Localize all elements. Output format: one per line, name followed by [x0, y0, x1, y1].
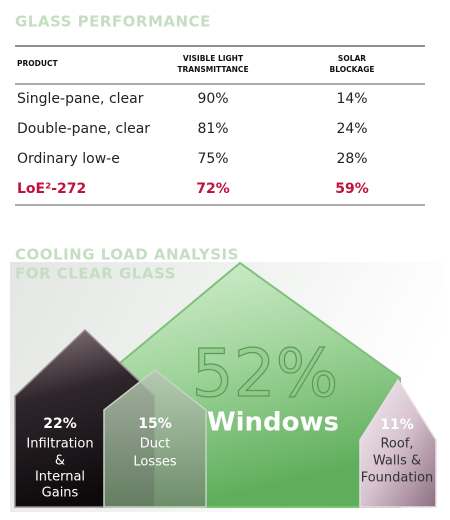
label: Walls &	[373, 454, 421, 469]
label: Infiltration	[26, 437, 93, 452]
section-title: FOR CLEAR GLASS	[15, 265, 176, 283]
cell: Ordinary low-e	[17, 151, 120, 167]
cell: LoE²-272	[17, 181, 86, 197]
cell: 24%	[336, 121, 367, 137]
section-title: GLASS PERFORMANCE	[15, 13, 211, 31]
cell: 59%	[335, 181, 369, 197]
label: Windows	[207, 408, 339, 438]
percent: 11%	[380, 417, 414, 433]
cell: 75%	[197, 151, 228, 167]
cell: 81%	[197, 121, 228, 137]
column-header: SOLAR	[338, 54, 366, 63]
label: Gains	[42, 486, 79, 501]
section-title: COOLING LOAD ANALYSIS	[15, 246, 239, 264]
label: Roof,	[380, 437, 413, 452]
label: Internal	[35, 470, 85, 485]
cell: 14%	[336, 91, 367, 107]
label: &	[55, 454, 65, 469]
column-header: TRANSMITTANCE	[177, 65, 248, 74]
label: Duct	[140, 437, 171, 452]
roof-house	[359, 378, 437, 508]
cell: Single-pane, clear	[17, 91, 144, 107]
label: Foundation	[361, 471, 434, 486]
column-header: PRODUCT	[17, 59, 58, 68]
cell: 28%	[336, 151, 367, 167]
column-header: VISIBLE LIGHT	[183, 54, 244, 63]
duct-house	[103, 369, 207, 508]
percent: 22%	[43, 416, 77, 432]
percent: 15%	[138, 416, 172, 432]
cell: Double-pane, clear	[17, 121, 150, 137]
cell: 72%	[196, 181, 230, 197]
label: Losses	[133, 455, 177, 470]
column-header: BLOCKAGE	[329, 65, 374, 74]
big-percent: 52%	[192, 335, 339, 412]
cell: 90%	[197, 91, 228, 107]
